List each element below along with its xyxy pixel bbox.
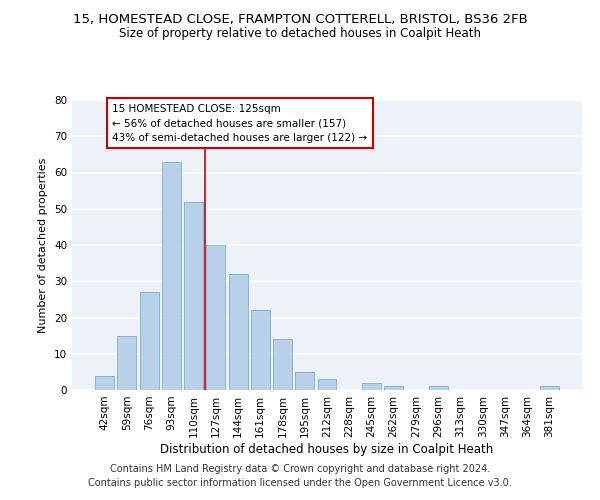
Bar <box>429 386 448 390</box>
Bar <box>95 376 114 390</box>
Bar <box>118 336 136 390</box>
X-axis label: Distribution of detached houses by size in Coalpit Heath: Distribution of detached houses by size … <box>160 442 494 456</box>
Bar <box>162 162 181 390</box>
Bar <box>384 386 403 390</box>
Bar <box>362 383 381 390</box>
Bar <box>317 379 337 390</box>
Bar <box>540 386 559 390</box>
Bar <box>206 245 225 390</box>
Bar <box>273 339 292 390</box>
Bar <box>295 372 314 390</box>
Bar <box>184 202 203 390</box>
Text: 15, HOMESTEAD CLOSE, FRAMPTON COTTERELL, BRISTOL, BS36 2FB: 15, HOMESTEAD CLOSE, FRAMPTON COTTERELL,… <box>73 12 527 26</box>
Text: Contains HM Land Registry data © Crown copyright and database right 2024.
Contai: Contains HM Land Registry data © Crown c… <box>88 464 512 487</box>
Text: Size of property relative to detached houses in Coalpit Heath: Size of property relative to detached ho… <box>119 28 481 40</box>
Bar <box>229 274 248 390</box>
Text: 15 HOMESTEAD CLOSE: 125sqm
← 56% of detached houses are smaller (157)
43% of sem: 15 HOMESTEAD CLOSE: 125sqm ← 56% of deta… <box>112 104 368 143</box>
Bar <box>251 310 270 390</box>
Bar <box>140 292 158 390</box>
Y-axis label: Number of detached properties: Number of detached properties <box>38 158 49 332</box>
